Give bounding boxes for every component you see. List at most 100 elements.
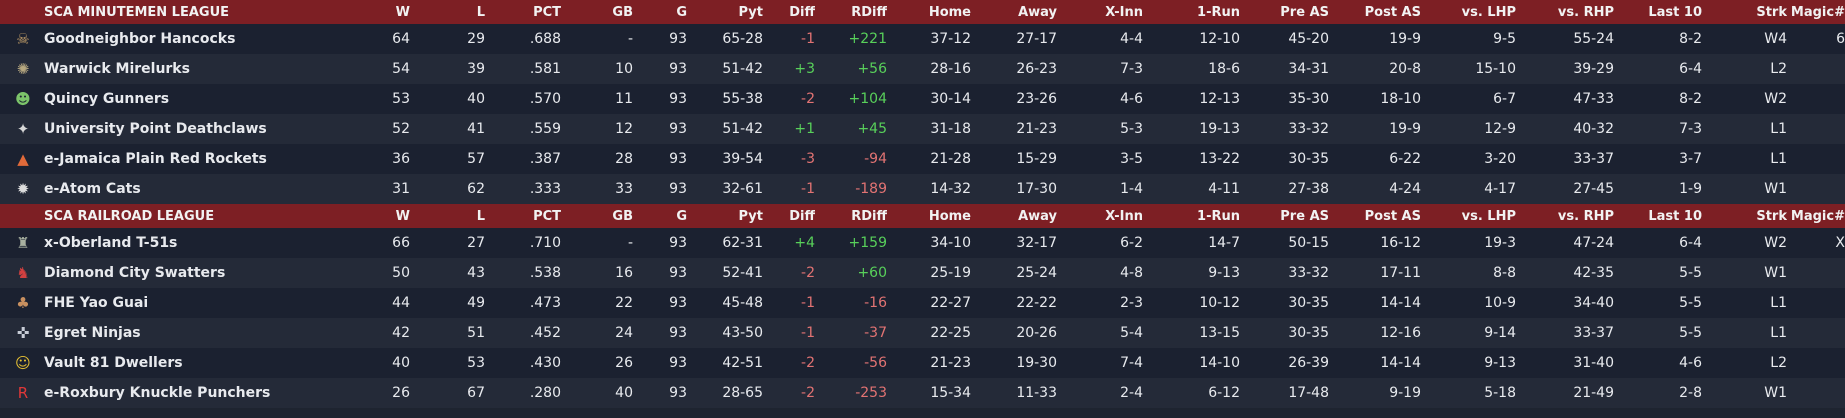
col-vs-rhp-value: 27-45 [1573, 181, 1614, 197]
column-header-post-as[interactable]: Post AS [1364, 208, 1421, 224]
column-header-gb[interactable]: GB [612, 208, 633, 224]
col-gb-value: 12 [615, 121, 633, 137]
red-rockets-icon: ▲ [17, 150, 29, 168]
column-header-l[interactable]: L [476, 208, 485, 224]
league-section: SCA MINUTEMEN LEAGUE W L PCT GB G Pyt Diff RDiff… [0, 0, 1845, 204]
column-header-diff[interactable]: Diff [789, 4, 815, 20]
column-header-home[interactable]: Home [928, 4, 971, 20]
team-row[interactable]: ♞ Diamond City Swatters 50 43 .538 16 93 52-41 -… [0, 258, 1845, 288]
column-header-vs-rhp[interactable]: vs. RHP [1557, 208, 1614, 224]
column-header-one-run[interactable]: 1-Run [1197, 208, 1240, 224]
col-pyt-value: 51-42 [722, 61, 763, 77]
column-header-w[interactable]: W [395, 4, 410, 20]
column-header-pyt[interactable]: Pyt [738, 208, 763, 224]
team-name[interactable]: e-Atom Cats [44, 181, 141, 197]
column-header-streak[interactable]: Strk [1756, 208, 1787, 224]
col-g-value: 93 [669, 265, 687, 281]
column-header-w[interactable]: W [395, 208, 410, 224]
team-name[interactable]: Quincy Gunners [44, 91, 170, 107]
column-header-last-10[interactable]: Last 10 [1648, 4, 1702, 20]
team-name[interactable]: Diamond City Swatters [44, 265, 226, 281]
column-header-pyt[interactable]: Pyt [738, 4, 763, 20]
column-header-streak[interactable]: Strk [1756, 4, 1787, 20]
team-row[interactable]: ☺ Vault 81 Dwellers 40 53 .430 26 93 42-51 -2 -56… [0, 348, 1845, 378]
team-name[interactable]: e-Jamaica Plain Red Rockets [44, 151, 267, 167]
team-row[interactable]: ♜ x-Oberland T-51s 66 27 .710 - 93 62-31 +4 +159 3… [0, 228, 1845, 258]
column-header-xinn[interactable]: X-Inn [1105, 208, 1143, 224]
col-streak-value: W2 [1764, 91, 1787, 107]
col-l-value: 41 [467, 121, 485, 137]
column-header-magic[interactable]: Magic# [1790, 208, 1845, 224]
column-header-vs-lhp[interactable]: vs. LHP [1461, 208, 1516, 224]
col-vs-rhp-value: 47-24 [1573, 235, 1614, 251]
col-pct-value: .538 [529, 265, 561, 281]
col-home-value: 22-27 [930, 295, 971, 311]
column-header-pre-as[interactable]: Pre AS [1280, 208, 1329, 224]
column-header-rdiff[interactable]: RDiff [851, 208, 887, 224]
col-one-run-value: 13-22 [1199, 151, 1240, 167]
column-header-gb[interactable]: GB [612, 4, 633, 20]
col-away-value: 19-30 [1016, 355, 1057, 371]
team-cell: ▲ e-Jamaica Plain Red Rockets [0, 147, 370, 171]
team-row[interactable]: ✺ Warwick Mirelurks 54 39 .581 10 93 51-42 +3 +56… [0, 54, 1845, 84]
team-cell: ✦ University Point Deathclaws [0, 117, 370, 141]
col-pre-as-value: 33-32 [1288, 121, 1329, 137]
col-vs-rhp-value: 34-40 [1573, 295, 1614, 311]
col-home-value: 30-14 [930, 91, 971, 107]
col-l-value: 57 [467, 151, 485, 167]
column-header-diff[interactable]: Diff [789, 208, 815, 224]
col-away-value: 27-17 [1016, 31, 1057, 47]
col-w-value: 31 [392, 181, 410, 197]
col-away-value: 15-29 [1016, 151, 1057, 167]
column-header-xinn[interactable]: X-Inn [1105, 4, 1143, 20]
team-row[interactable]: ✜ Egret Ninjas 42 51 .452 24 93 43-50 -1 -37 22-25… [0, 318, 1845, 348]
team-name[interactable]: FHE Yao Guai [44, 295, 149, 311]
col-streak-value: W2 [1764, 235, 1787, 251]
column-header-pre-as[interactable]: Pre AS [1280, 4, 1329, 20]
team-name[interactable]: Warwick Mirelurks [44, 61, 190, 77]
column-header-pct[interactable]: PCT [533, 208, 561, 224]
mirelurks-icon: ✺ [16, 60, 30, 78]
team-name[interactable]: e-Roxbury Knuckle Punchers [44, 385, 271, 401]
team-name[interactable]: x-Oberland T-51s [44, 235, 178, 251]
col-post-as-value: 19-9 [1389, 121, 1421, 137]
column-header-magic[interactable]: Magic# [1790, 4, 1845, 20]
column-header-away[interactable]: Away [1018, 208, 1057, 224]
col-pyt-value: 43-50 [722, 325, 763, 341]
team-name[interactable]: Vault 81 Dwellers [44, 355, 183, 371]
team-row[interactable]: ✹ e-Atom Cats 31 62 .333 33 93 32-61 -1 -189 14-32… [0, 174, 1845, 204]
column-header-post-as[interactable]: Post AS [1364, 4, 1421, 20]
column-header-vs-lhp[interactable]: vs. LHP [1461, 4, 1516, 20]
team-name[interactable]: University Point Deathclaws [44, 121, 267, 137]
col-pyt-value: 42-51 [722, 355, 763, 371]
col-post-as-value: 4-24 [1389, 181, 1421, 197]
col-magic-value: X [1835, 235, 1845, 251]
column-header-pct[interactable]: PCT [533, 4, 561, 20]
col-gb-value: 22 [615, 295, 633, 311]
column-header-one-run[interactable]: 1-Run [1197, 4, 1240, 20]
column-header-last-10[interactable]: Last 10 [1648, 208, 1702, 224]
team-row[interactable]: ♣ FHE Yao Guai 44 49 .473 22 93 45-48 -1 -16 22-27… [0, 288, 1845, 318]
col-streak-value: W1 [1764, 181, 1787, 197]
col-l-value: 53 [467, 355, 485, 371]
col-away-value: 17-30 [1016, 181, 1057, 197]
col-pre-as-value: 30-35 [1288, 151, 1329, 167]
col-rdiff-value: -253 [855, 385, 887, 401]
team-name[interactable]: Goodneighbor Hancocks [44, 31, 236, 47]
team-row[interactable]: ✦ University Point Deathclaws 52 41 .559 12 93… [0, 114, 1845, 144]
team-row[interactable]: ☻ Quincy Gunners 53 40 .570 11 93 55-38 -2 +104 30… [0, 84, 1845, 114]
column-header-rdiff[interactable]: RDiff [851, 4, 887, 20]
column-header-away[interactable]: Away [1018, 4, 1057, 20]
team-row[interactable]: ☠ Goodneighbor Hancocks 64 29 .688 - 93 65-28 -1… [0, 24, 1845, 54]
column-header-vs-rhp[interactable]: vs. RHP [1557, 4, 1614, 20]
column-header-g[interactable]: G [676, 4, 687, 20]
col-pre-as-value: 30-35 [1288, 325, 1329, 341]
col-away-value: 26-23 [1016, 61, 1057, 77]
column-header-g[interactable]: G [676, 208, 687, 224]
column-header-l[interactable]: L [476, 4, 485, 20]
col-l-value: 40 [467, 91, 485, 107]
team-row[interactable]: ▲ e-Jamaica Plain Red Rockets 36 57 .387 28 93… [0, 144, 1845, 174]
column-header-home[interactable]: Home [928, 208, 971, 224]
team-name[interactable]: Egret Ninjas [44, 325, 141, 341]
